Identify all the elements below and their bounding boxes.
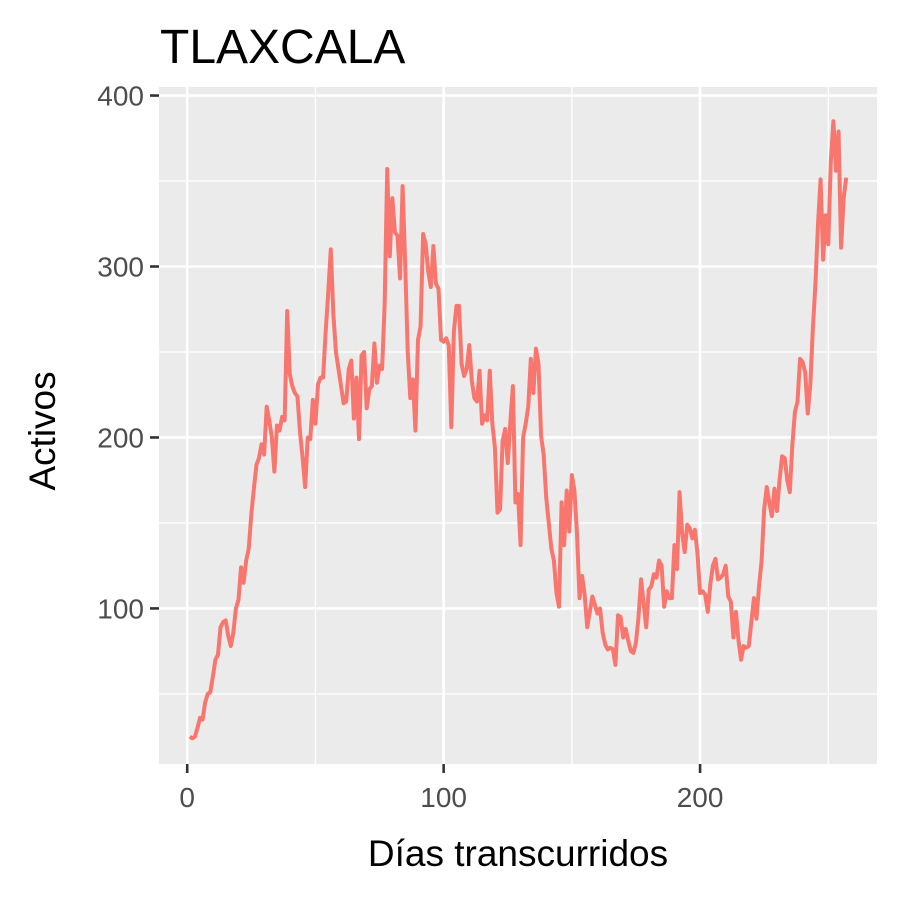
x-tick-label: 100 (420, 782, 467, 813)
y-tick-label: 400 (97, 81, 144, 112)
x-tick-label: 200 (677, 782, 724, 813)
series-line (188, 119, 849, 741)
y-axis: 100 200 300 400 (97, 81, 159, 624)
y-tick-label: 100 (97, 593, 144, 624)
chart-title: TLAXCALA (160, 21, 405, 74)
y-axis-title: Activos (22, 371, 63, 490)
x-axis: 0 100 200 (179, 764, 723, 813)
y-tick-label: 200 (97, 422, 144, 453)
x-tick-label: 0 (179, 782, 195, 813)
x-axis-title: Días transcurridos (368, 833, 668, 874)
y-tick-label: 300 (97, 252, 144, 283)
